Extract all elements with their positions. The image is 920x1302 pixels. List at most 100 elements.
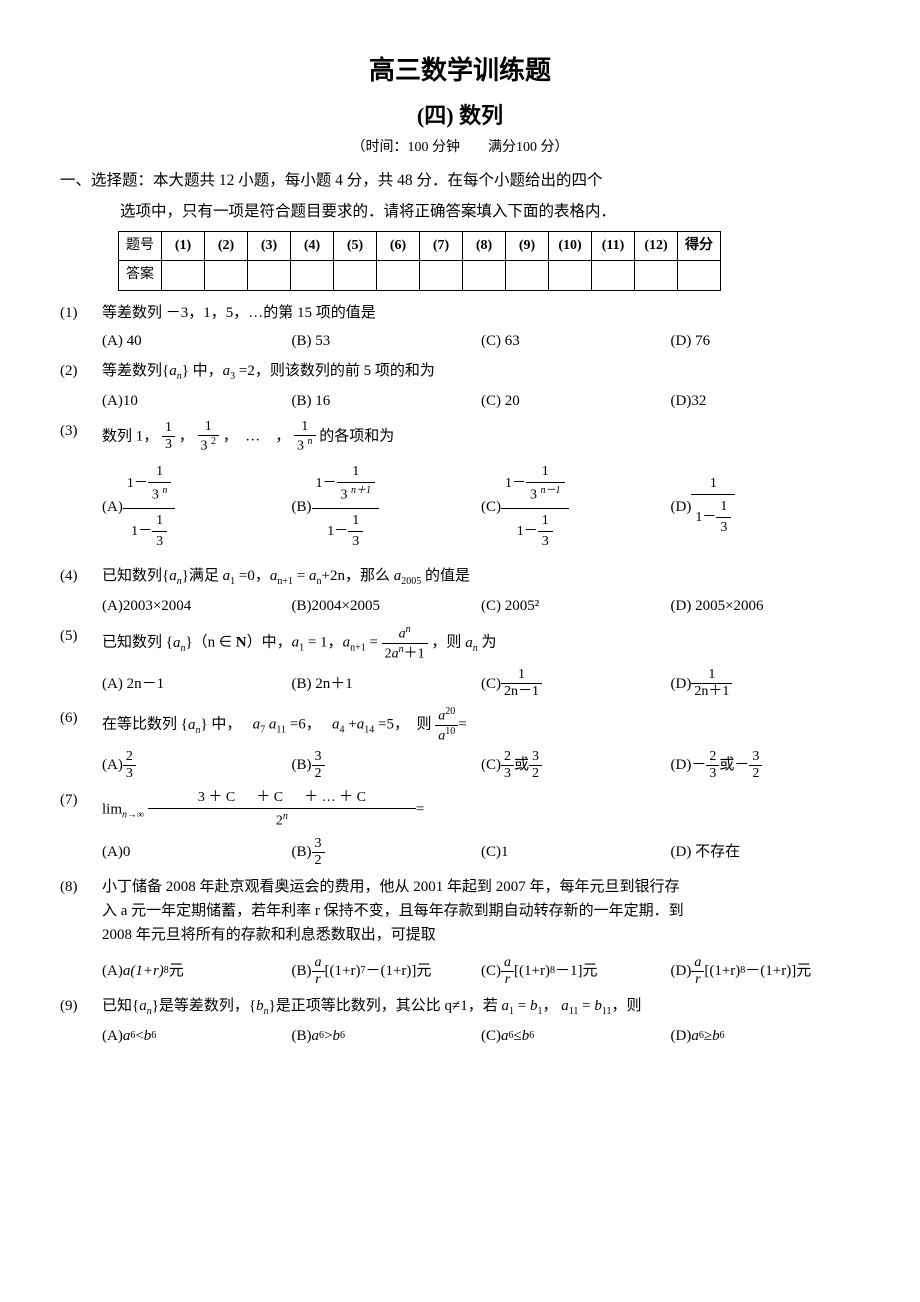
q3-num: (3)	[60, 419, 102, 443]
grid-header-row: 题号 (1) (2) (3) (4) (5) (6) (7) (8) (9) (…	[119, 231, 721, 260]
q4-stem: 已知数列{an}满足 a1 =0，an+1 = an+2n，那么 a2005 的…	[102, 564, 860, 590]
grid-h11: (11)	[592, 231, 635, 260]
q5-opt-a: (A) 2n－1	[102, 667, 292, 700]
q1-opt-a: (A) 40	[102, 329, 292, 353]
grid-a5	[334, 261, 377, 290]
q9-options: (A) a6<b6 (B) a6 >b6 (C) a6≤ b6 (D) a6≥b…	[102, 1024, 860, 1048]
grid-a6	[377, 261, 420, 290]
grid-a2	[205, 261, 248, 290]
q2-opt-b: (B) 16	[292, 389, 482, 413]
answer-grid: 题号 (1) (2) (3) (4) (5) (6) (7) (8) (9) (…	[118, 231, 721, 291]
q5-frac: an 2an＋1	[382, 624, 428, 663]
q2-opt-d: (D)32	[671, 389, 861, 413]
grid-a7	[420, 261, 463, 290]
q9: (9) 已知{an}是等差数列，{bn}是正项等比数列，其公比 q≠1，若 a1…	[60, 994, 860, 1020]
q8-opt-b: (B) ar[(1+r)7－(1+r)]元	[292, 955, 482, 988]
q2-opt-c: (C) 20	[481, 389, 671, 413]
page-title: 高三数学训练题	[60, 50, 860, 92]
q6-opt-b: (B)32	[292, 749, 482, 782]
q4-options: (A)2003×2004 (B)2004×2005 (C) 2005² (D) …	[102, 594, 860, 618]
q3-options: (A) 1－13 n 1－13 (B) 1－13 n＋1 1－13 (C) 1－…	[102, 460, 860, 554]
grid-h9: (9)	[506, 231, 549, 260]
q5-opt-d: (D) 12n＋1	[671, 667, 861, 700]
q8-l1: 小丁储备 2008 年赴京观看奥运会的费用，他从 2001 年起到 2007 年…	[102, 875, 860, 899]
q5: (5) 已知数列 {an}（n ∈ N）中，a1 = 1，an+1 = an 2…	[60, 624, 860, 663]
q7-stem: limn→∞ 3 ＋ C ＋ C ＋ … ＋ C 2n =	[102, 788, 860, 832]
grid-h7: (7)	[420, 231, 463, 260]
q8-num: (8)	[60, 875, 102, 899]
grid-h3: (3)	[248, 231, 291, 260]
q7-opt-c: (C)1	[481, 836, 671, 869]
q8-stem: 小丁储备 2008 年赴京观看奥运会的费用，他从 2001 年起到 2007 年…	[102, 875, 860, 947]
q7-options: (A)0 (B)32 (C)1 (D) 不存在	[102, 836, 860, 869]
grid-a12	[635, 261, 678, 290]
q4-opt-c: (C) 2005²	[481, 594, 671, 618]
q7-opt-b: (B)32	[292, 836, 482, 869]
q4: (4) 已知数列{an}满足 a1 =0，an+1 = an+2n，那么 a20…	[60, 564, 860, 590]
q2-options: (A)10 (B) 16 (C) 20 (D)32	[102, 389, 860, 413]
q2-num: (2)	[60, 359, 102, 383]
q3-stem: 数列 1， 13 ， 13 2 ， … ， 13 n 的各项和为	[102, 419, 860, 455]
q8-l2: 入 a 元一年定期储蓄，若年利率 r 保持不变，且每年存款到期自动转存新的一年定…	[102, 899, 860, 923]
q2-stem-mid: } 中，	[182, 363, 223, 379]
timing-line: （时间：100 分钟 满分100 分）	[60, 137, 860, 159]
q9-opt-a: (A) a6<b6	[102, 1024, 292, 1048]
grid-h10: (10)	[549, 231, 592, 260]
q3: (3) 数列 1， 13 ， 13 2 ， … ， 13 n 的各项和为	[60, 419, 860, 455]
q3-mid2: ， … ，	[223, 428, 291, 444]
grid-h12: (12)	[635, 231, 678, 260]
q6-opt-d: (D) －23或 －32	[671, 749, 861, 782]
q2-stem-tail: =2，则该数列的前 5 项的和为	[235, 363, 435, 379]
grid-a9	[506, 261, 549, 290]
grid-h4: (4)	[291, 231, 334, 260]
q9-opt-c: (C) a6≤ b6	[481, 1024, 671, 1048]
grid-row2-label: 答案	[119, 261, 162, 290]
q7-num: (7)	[60, 788, 102, 812]
page-subtitle: (四) 数列	[60, 98, 860, 133]
q3-frac3: 13 n	[294, 419, 316, 455]
section-heading-l2: 选项中，只有一项是符合题目要求的．请将正确答案填入下面的表格内．	[60, 200, 860, 225]
grid-h1: (1)	[162, 231, 205, 260]
q2-opt-a: (A)10	[102, 389, 292, 413]
grid-answer-row: 答案	[119, 261, 721, 290]
q3-opt-b: (B) 1－13 n＋1 1－13	[292, 460, 482, 554]
grid-h5: (5)	[334, 231, 377, 260]
q3a-frac: 1－13 n 1－13	[123, 460, 176, 554]
q6-stem: 在等比数列 {an} 中， a7 a11 =6， a4 +a14 =5， 则 a…	[102, 706, 860, 745]
q3b-frac: 1－13 n＋1 1－13	[312, 460, 380, 554]
grid-a4	[291, 261, 334, 290]
q5-options: (A) 2n－1 (B) 2n＋1 (C) 12n－1 (D) 12n＋1	[102, 667, 860, 700]
q8-options: (A) a(1+r)8 元 (B) ar[(1+r)7－(1+r)]元 (C) …	[102, 955, 860, 988]
q3-frac1: 13	[162, 420, 175, 453]
q6: (6) 在等比数列 {an} 中， a7 a11 =6， a4 +a14 =5，…	[60, 706, 860, 745]
q8-l3: 2008 年元旦将所有的存款和利息悉数取出，可提取	[102, 923, 860, 947]
grid-row1-label: 题号	[119, 231, 162, 260]
q9-num: (9)	[60, 994, 102, 1018]
grid-h2: (2)	[205, 231, 248, 260]
q7-opt-a: (A)0	[102, 836, 292, 869]
q8-opt-c: (C) ar[(1+r)8－1]元	[481, 955, 671, 988]
grid-a8	[463, 261, 506, 290]
q3c-frac: 1－13 n－1 1－13	[501, 460, 569, 554]
grid-a10	[549, 261, 592, 290]
q1: (1) 等差数列 －3，1，5，…的第 15 项的值是	[60, 301, 860, 325]
q3-pre: 数列 1，	[102, 428, 158, 444]
q8: (8) 小丁储备 2008 年赴京观看奥运会的费用，他从 2001 年起到 20…	[60, 875, 860, 947]
q8-opt-d: (D) ar[(1+r)8－(1+r)]元	[671, 955, 861, 988]
q5-stem: 已知数列 {an}（n ∈ N）中，a1 = 1，an+1 = an 2an＋1…	[102, 624, 860, 663]
q6-num: (6)	[60, 706, 102, 730]
q1-stem: 等差数列 －3，1，5，…的第 15 项的值是	[102, 301, 860, 325]
q7-frac: 3 ＋ C ＋ C ＋ … ＋ C 2n	[148, 788, 416, 832]
q4-opt-a: (A)2003×2004	[102, 594, 292, 618]
q9-opt-b: (B) a6 >b6	[292, 1024, 482, 1048]
grid-score: 得分	[678, 231, 721, 260]
q6-opt-a: (A)23	[102, 749, 292, 782]
q7-opt-d: (D) 不存在	[671, 836, 861, 869]
q6-ratio: a20 a10	[435, 706, 458, 745]
q2: (2) 等差数列{an} 中，a3 =2，则该数列的前 5 项的和为	[60, 359, 860, 385]
q3-opt-c: (C) 1－13 n－1 1－13	[481, 460, 671, 554]
q3-post: 的各项和为	[319, 428, 394, 444]
grid-a11	[592, 261, 635, 290]
q5-opt-c: (C) 12n－1	[481, 667, 671, 700]
grid-a1	[162, 261, 205, 290]
